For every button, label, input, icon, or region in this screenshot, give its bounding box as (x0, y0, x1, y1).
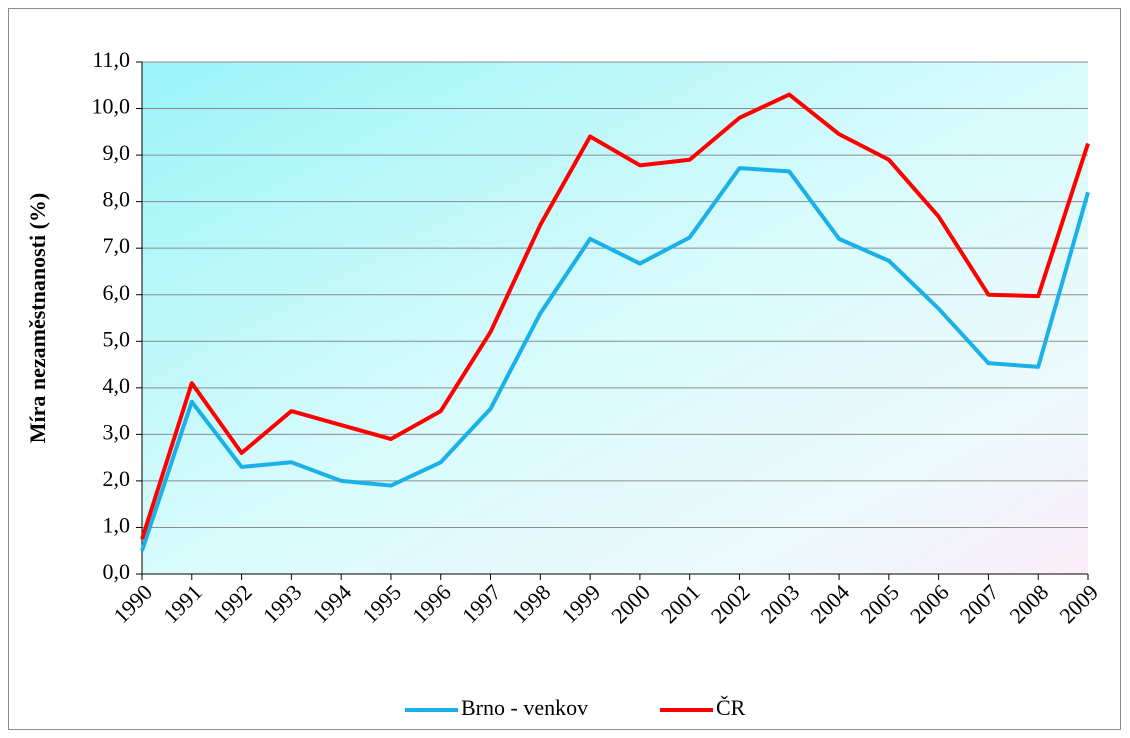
y-tick-label: 1,0 (103, 513, 131, 538)
legend-label: ČR (716, 695, 746, 720)
y-tick-label: 4,0 (103, 373, 131, 398)
y-tick-label: 9,0 (103, 140, 131, 165)
y-tick-label: 10,0 (92, 94, 131, 119)
y-tick-label: 3,0 (103, 419, 131, 444)
y-tick-label: 11,0 (92, 47, 130, 72)
y-tick-label: 2,0 (103, 466, 131, 491)
legend-label: Brno - venkov (461, 695, 588, 720)
data-line (140, 92, 1090, 540)
y-tick-label: 8,0 (103, 187, 131, 212)
y-tick-label: 7,0 (103, 233, 131, 258)
y-tick-label: 0,0 (103, 559, 131, 584)
y-tick-label: 5,0 (103, 326, 131, 351)
y-tick-label: 6,0 (103, 280, 131, 305)
y-axis-label: Míra nezaměstnanosti (%) (25, 193, 50, 444)
data-line (140, 166, 1090, 552)
plot-area (142, 62, 1088, 574)
